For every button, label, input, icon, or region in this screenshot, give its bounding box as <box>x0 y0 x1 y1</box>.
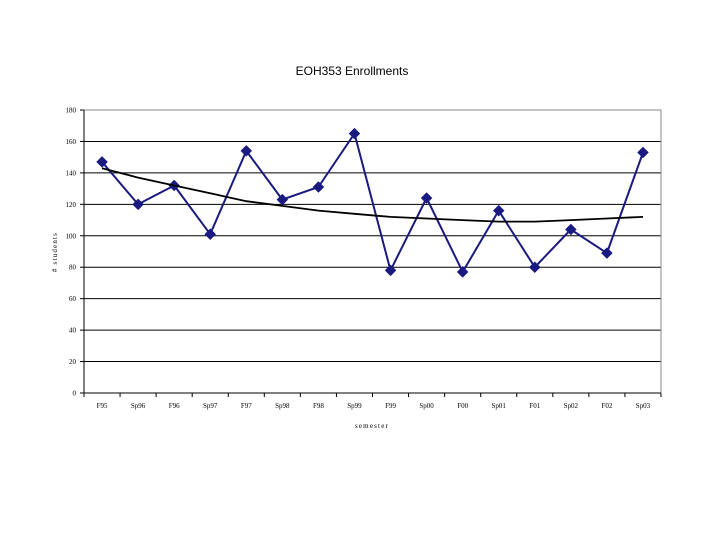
y-axis-title: # students <box>51 232 59 272</box>
plot-area-border <box>83 109 662 394</box>
x-tick-label: Sp99 <box>347 402 362 410</box>
x-tick-label: Sp00 <box>419 402 434 410</box>
x-tick-label: Sp03 <box>636 402 651 410</box>
data-point-marker <box>637 146 649 159</box>
x-tick-labels: F95 Sp96 F96 Sp97 F97 Sp98 F98 Sp99 F99 Sp00 F00 Sp… <box>97 402 651 410</box>
y-tick-label: 120 <box>66 201 77 209</box>
data-point-marker <box>564 223 577 236</box>
y-tick-label: 180 <box>66 107 77 115</box>
data-point-marker <box>528 261 541 274</box>
data-point-marker <box>312 181 325 193</box>
x-tick-label: F01 <box>529 402 540 410</box>
x-tick-label: F98 <box>313 402 324 410</box>
x-tick-label: Sp97 <box>203 402 218 410</box>
y-tick-label: 0 <box>73 390 77 398</box>
x-tick-label: F96 <box>169 402 180 410</box>
data-point-marker <box>348 127 361 140</box>
x-tick-label: Sp98 <box>275 402 290 410</box>
data-point-marker <box>601 247 613 259</box>
data-point-marker <box>240 145 253 157</box>
data-point-marker <box>96 156 108 168</box>
x-tick-label: F02 <box>601 402 612 410</box>
x-axis-title: semester <box>355 422 389 430</box>
chart-title: EOH353 Enrollments <box>296 64 409 78</box>
data-point-marker <box>456 266 469 278</box>
x-tick-label: F99 <box>385 402 396 410</box>
x-tick-label: F00 <box>457 402 468 410</box>
x-tick-label: Sp02 <box>564 402 579 410</box>
y-tick-label: 20 <box>69 358 77 366</box>
data-point-marker <box>132 198 144 211</box>
y-tick-label: 80 <box>69 264 77 272</box>
x-tick-label: F97 <box>241 402 252 410</box>
y-tick-label: 160 <box>66 138 77 146</box>
gridlines <box>80 109 662 397</box>
series-layer <box>96 127 649 278</box>
y-tick-label: 40 <box>69 327 77 335</box>
y-tick-label: 60 <box>69 295 77 303</box>
data-point-marker <box>492 204 505 217</box>
data-point-marker <box>384 264 397 277</box>
enrollment-line <box>101 132 644 273</box>
x-tick-label: F95 <box>97 402 108 410</box>
data-point-marker <box>420 192 433 204</box>
y-tick-label: 140 <box>66 169 77 177</box>
x-tick-label: Sp01 <box>492 402 507 410</box>
y-tick-label: 100 <box>66 232 77 240</box>
x-tick-label: Sp96 <box>131 402 146 410</box>
y-tick-labels: 0 20 40 60 80 100 120 140 160 180 <box>66 107 77 398</box>
data-point-marker <box>204 228 217 241</box>
trend-line <box>101 167 644 223</box>
